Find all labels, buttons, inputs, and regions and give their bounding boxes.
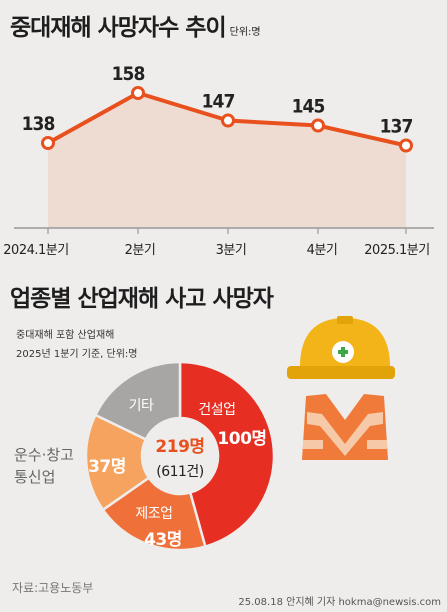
donut-slice (84, 413, 151, 512)
slice-label-manufacturing: 제조업 (135, 506, 172, 522)
x-tick-label: 3분기 (216, 243, 247, 258)
donut-chart-subtitle: 중대재해 포함 산업재해 (16, 330, 115, 341)
line-value-label: 147 (202, 91, 235, 113)
donut-chart-title: 업종별 산업재해 사고 사망자 (10, 286, 274, 312)
donut-center-count: (611건) (156, 464, 204, 480)
line-chart-unit: 단위:명 (229, 27, 261, 38)
donut-slice (93, 360, 182, 442)
line-point (399, 138, 413, 153)
line-point (41, 136, 55, 150)
transport-side-label-line2: 통신업 (14, 468, 56, 486)
line-value-label: 158 (112, 63, 145, 85)
line-point (311, 118, 325, 133)
x-tick-label: 2분기 (125, 243, 156, 258)
slice-value-manufacturing: 43명 (144, 530, 182, 550)
line-value-label: 145 (292, 96, 325, 118)
donut-center-value: 219명 (155, 437, 204, 457)
x-tick-label: 2024.1분기 (3, 243, 68, 258)
slice-value-transport: 37명 (88, 457, 126, 477)
x-tick-label: 2025.1분기 (364, 243, 429, 258)
source-note: 자료:고용노동부 (12, 581, 94, 595)
transport-side-label-line1: 운수·창고 (14, 446, 74, 464)
line-chart-title: 중대재해 사망자수 추이 단위:명 (10, 8, 261, 42)
line-point (131, 86, 145, 100)
safety-vest-icon (302, 394, 388, 460)
credit-line: 25.08.18 안지혜 기자 hokma@newsis.com (238, 597, 441, 608)
line-chart: 138 158 147 145 137 2024.1분기 2분기 3분기 4분기 2025.1분기 (3, 63, 434, 258)
slice-label-construction: 건설업 (198, 402, 235, 418)
donut-chart-basis: 2025년 1분기 기준, 단위:명 (16, 349, 138, 360)
slice-value-construction: 100명 (217, 429, 266, 449)
line-value-label: 138 (22, 113, 55, 135)
transport-side-label: 운수·창고 통신업 (14, 444, 84, 488)
line-value-label: 137 (380, 116, 413, 138)
donut-slice (178, 360, 276, 549)
x-tick-label: 4분기 (307, 243, 338, 258)
donut-slice (101, 476, 207, 552)
safety-gear-illustration (287, 316, 395, 460)
hard-hat-icon (287, 316, 395, 379)
line-point (221, 113, 235, 128)
slice-label-other: 기타 (129, 398, 154, 414)
line-chart-title-text: 중대재해 사망자수 추이 (10, 15, 227, 41)
